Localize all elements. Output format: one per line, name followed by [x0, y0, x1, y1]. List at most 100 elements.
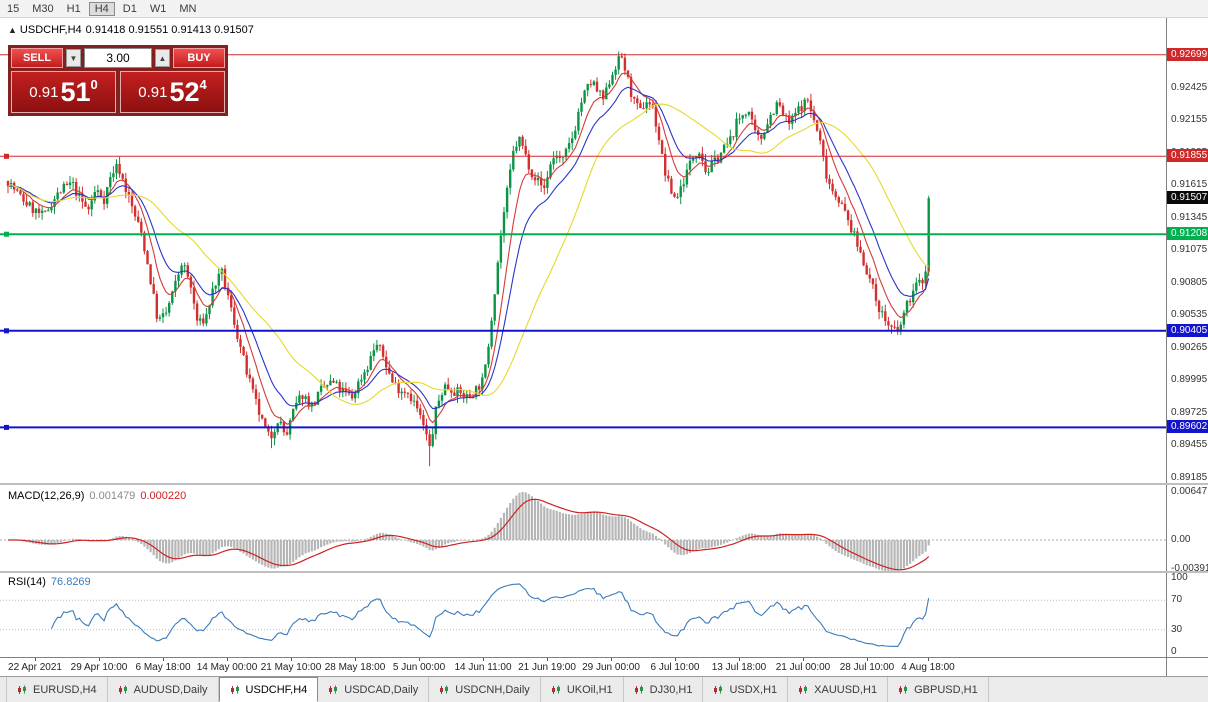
chart-tab-xauusd-h1[interactable]: XAUUSD,H1 — [788, 677, 889, 702]
candle-body — [366, 369, 369, 373]
ma-line-medium — [7, 86, 930, 410]
candle-body — [698, 153, 701, 157]
candle-body — [459, 387, 462, 394]
candle-body — [205, 314, 208, 324]
chart-tab-usdcnh-daily[interactable]: USDCNH,Daily — [429, 677, 541, 702]
chart-tab-label: AUDUSD,Daily — [133, 683, 208, 696]
pane-splitter-rsi[interactable] — [0, 571, 1208, 573]
chart-tab-eurusd-h4[interactable]: EURUSD,H4 — [6, 677, 108, 702]
candle-body — [118, 163, 121, 175]
candle-body — [456, 387, 459, 396]
candle-body — [605, 87, 608, 100]
timeframe-button-mn[interactable]: MN — [179, 2, 197, 15]
candle-body — [385, 356, 388, 368]
candle-body — [899, 324, 902, 332]
chart-tab-dj30-h1[interactable]: DJ30,H1 — [624, 677, 704, 702]
volume-down-button[interactable]: ▼ — [66, 49, 81, 67]
chart-icon — [230, 685, 241, 695]
candle-body — [862, 252, 865, 266]
chart-window[interactable]: ▲ USDCHF,H4 0.91418 0.91551 0.91413 0.9150… — [0, 18, 1208, 676]
volume-up-button[interactable]: ▲ — [155, 49, 170, 67]
level-price-badge: 0.89602 — [1167, 420, 1208, 434]
candle-body — [859, 246, 862, 253]
buy-button[interactable]: BUY — [173, 48, 225, 68]
candle-body — [819, 130, 822, 141]
candle-body — [44, 210, 47, 212]
buy-price-pip: 4 — [199, 77, 207, 92]
timeframe-button-h1[interactable]: H1 — [66, 2, 81, 15]
candle-body — [837, 197, 840, 203]
line-anchor-handle[interactable] — [4, 424, 9, 430]
sell-price-pip: 0 — [90, 77, 98, 92]
candle-body — [536, 177, 540, 181]
candle-body — [589, 84, 592, 86]
candle-body — [319, 385, 323, 392]
candle-body — [403, 391, 406, 393]
candle-body — [592, 81, 596, 85]
macd-pane — [0, 492, 1166, 571]
line-anchor-handle[interactable] — [4, 231, 9, 237]
candle-body — [552, 158, 555, 165]
price-axis-tick: 0.90535 — [1171, 309, 1208, 321]
candle-body — [642, 108, 645, 109]
candle-body — [639, 103, 642, 108]
chart-canvas[interactable] — [0, 18, 1166, 676]
candle-body — [487, 346, 490, 365]
candle-body — [285, 432, 289, 435]
candle-body — [840, 202, 844, 204]
line-anchor-handle[interactable] — [4, 328, 9, 334]
candle-body — [633, 97, 636, 99]
candle-body — [378, 344, 382, 346]
candle-body — [648, 102, 651, 105]
candle-body — [843, 203, 847, 211]
candle-body — [453, 392, 456, 396]
chart-tab-ukoil-h1[interactable]: UKOil,H1 — [541, 677, 624, 702]
timeframe-button-15[interactable]: 15 — [7, 2, 20, 15]
candle-body — [853, 231, 856, 233]
candle-body — [273, 432, 276, 439]
candle-body — [620, 56, 623, 58]
chart-tab-gbpusd-h1[interactable]: GBPUSD,H1 — [888, 677, 989, 702]
timeframe-button-d1[interactable]: D1 — [122, 2, 137, 15]
candle-body — [623, 57, 627, 71]
time-axis-tick — [163, 658, 164, 661]
time-axis-label: 14 May 00:00 — [196, 662, 258, 673]
pane-splitter-macd[interactable] — [0, 483, 1208, 485]
rsi-indicator-label: RSI(14) 76.8269 — [8, 576, 91, 588]
price-axis-tick: 0.90265 — [1171, 341, 1208, 353]
time-axis[interactable]: 22 Apr 2021 29 Apr 10:00 6 May 18:00 14 May… — [0, 657, 1208, 676]
chart-tab-audusd-daily[interactable]: AUDUSD,Daily — [108, 677, 219, 702]
buy-price-button[interactable]: 0.91 52 4 — [120, 71, 225, 113]
macd-name: MACD(12,26,9) — [8, 490, 85, 502]
candle-body — [729, 136, 732, 144]
chart-tab-usdcad-daily[interactable]: USDCAD,Daily — [318, 677, 430, 702]
timeframe-button-w1[interactable]: W1 — [149, 2, 167, 15]
candle-body — [62, 183, 65, 193]
candle-body — [130, 195, 134, 207]
sell-price-button[interactable]: 0.91 51 0 — [11, 71, 116, 113]
candle-body — [608, 84, 611, 88]
chart-tab-usdx-h1[interactable]: USDX,H1 — [703, 677, 789, 702]
candle-body — [158, 317, 162, 319]
sell-button[interactable]: SELL — [11, 48, 63, 68]
timeframe-button-h4[interactable]: H4 — [88, 1, 115, 16]
chart-tab-usdchf-h4[interactable]: USDCHF,H4 — [218, 677, 319, 702]
time-axis-label: 5 Jun 00:00 — [392, 662, 446, 673]
candle-body — [87, 206, 90, 210]
candle-body — [512, 150, 515, 170]
price-axis-tick: 0.91075 — [1171, 244, 1208, 256]
time-axis-tick — [675, 658, 676, 661]
timeframe-toolbar: 15 M30 H1 H4 D1 W1 MN — [0, 0, 1208, 18]
time-axis-tick — [803, 658, 804, 661]
candle-body — [372, 350, 375, 357]
volume-input[interactable] — [84, 48, 152, 68]
candle-body — [434, 406, 437, 435]
price-axis[interactable]: 0.924250.921550.918850.916150.913450.910… — [1166, 18, 1208, 676]
timeframe-button-m30[interactable]: M30 — [32, 2, 54, 15]
candle-body — [254, 389, 258, 399]
candle-body — [822, 140, 825, 157]
candle-body — [611, 74, 614, 85]
collapse-trade-panel-icon[interactable]: ▲ — [8, 25, 17, 35]
line-anchor-handle[interactable] — [4, 153, 9, 159]
candle-body — [422, 414, 425, 425]
